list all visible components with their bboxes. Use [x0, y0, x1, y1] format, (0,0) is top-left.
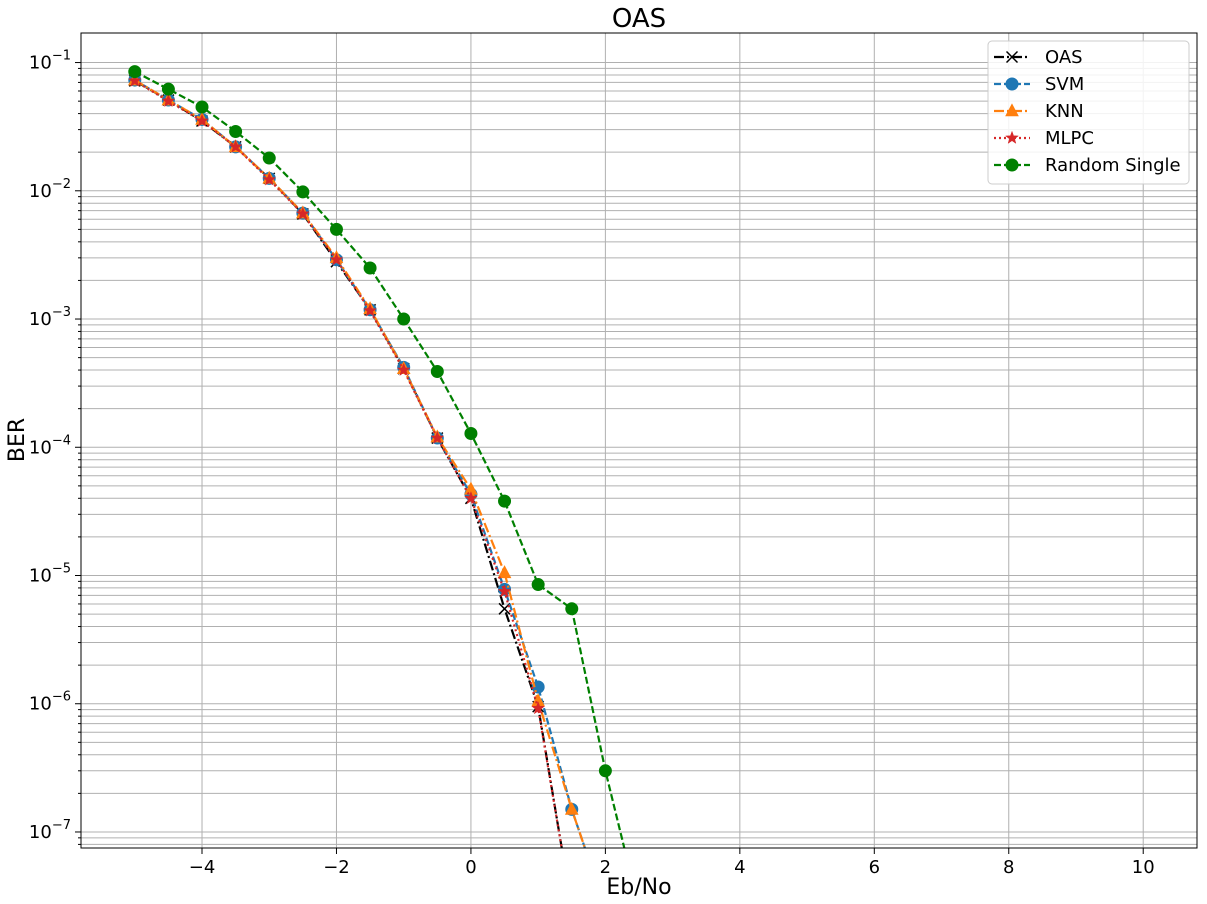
- data-point: [464, 427, 478, 441]
- data-point: [531, 701, 546, 715]
- data-point: [363, 303, 378, 317]
- y-tick-label: 10−4: [29, 433, 71, 458]
- series-mlpc: [127, 73, 563, 848]
- plot-frame: [80, 32, 1198, 849]
- data-point: [161, 82, 175, 96]
- y-tick-label: 10−6: [29, 690, 71, 715]
- legend-label: Random Single: [1045, 155, 1181, 176]
- data-point: [397, 312, 411, 326]
- x-tick-label: 10: [1132, 857, 1155, 878]
- x-tick-label: −4: [189, 857, 216, 878]
- series-line: [134, 79, 563, 848]
- legend-marker-swatch: [1005, 158, 1019, 172]
- y-tick-label: 10−1: [29, 49, 71, 74]
- grid: [81, 33, 1197, 848]
- data-point: [498, 602, 511, 615]
- data-point: [329, 222, 343, 236]
- x-axis: −4 −2 0 2 4 6 8 10: [189, 848, 1155, 878]
- data-point: [296, 185, 310, 199]
- y-tick-label: 10−2: [29, 177, 71, 202]
- legend-item: MLPC: [994, 128, 1094, 149]
- data-point: [497, 584, 512, 598]
- legend-box: [987, 40, 1190, 185]
- data-point: [396, 362, 411, 376]
- legend-item: OAS: [994, 47, 1083, 68]
- legend: OAS SVM KNN MLPC Random Single: [987, 40, 1190, 185]
- legend-label: MLPC: [1045, 128, 1094, 149]
- data-point: [228, 139, 243, 153]
- legend-label: SVM: [1045, 74, 1084, 95]
- data-point: [363, 261, 377, 275]
- legend-marker-swatch: [1005, 50, 1019, 64]
- legend-marker-swatch: [1005, 103, 1019, 117]
- y-tick-label: 10−3: [29, 305, 71, 330]
- data-point: [195, 113, 209, 127]
- data-point: [195, 100, 209, 114]
- data-point: [262, 172, 277, 186]
- data-point: [128, 65, 142, 79]
- data-point: [497, 565, 512, 579]
- chart-title: OAS: [612, 4, 666, 34]
- data-point: [564, 801, 579, 815]
- series-line: [134, 70, 626, 848]
- data-point: [430, 364, 444, 378]
- data-point: [262, 151, 276, 165]
- x-tick-label: 8: [1003, 857, 1014, 878]
- x-tick-label: 4: [734, 857, 745, 878]
- legend-item: SVM: [994, 74, 1084, 95]
- legend-label: KNN: [1045, 101, 1084, 122]
- y-tick-label: 10−7: [29, 818, 71, 843]
- x-tick-label: −2: [323, 857, 350, 878]
- x-tick-label: 6: [869, 857, 880, 878]
- data-point: [498, 494, 512, 508]
- data-point: [127, 73, 142, 87]
- legend-marker-swatch: [1005, 130, 1019, 144]
- series-random-single: [128, 65, 626, 848]
- data-point: [329, 252, 344, 266]
- legend-label: OAS: [1045, 47, 1083, 68]
- y-axis: 10−7 10−6 10−5 10−4 10−3 10−2 10−1: [29, 49, 81, 845]
- y-tick-label: 10−5: [29, 562, 71, 587]
- x-axis-title: Eb/No: [606, 875, 671, 900]
- legend-item: KNN: [994, 101, 1084, 122]
- legend-marker-swatch: [1005, 77, 1019, 91]
- x-tick-label: 2: [600, 857, 611, 878]
- data-point: [295, 206, 310, 220]
- data-point: [229, 124, 243, 138]
- y-axis-title: BER: [5, 418, 30, 462]
- legend-item: Random Single: [994, 155, 1181, 176]
- x-tick-label: 0: [465, 857, 476, 878]
- data-point: [565, 602, 579, 616]
- data-point: [531, 578, 545, 592]
- data-point: [598, 764, 612, 778]
- series-group: [127, 65, 626, 848]
- data-point: [430, 430, 445, 444]
- data-point: [463, 490, 478, 505]
- data-point: [161, 93, 176, 108]
